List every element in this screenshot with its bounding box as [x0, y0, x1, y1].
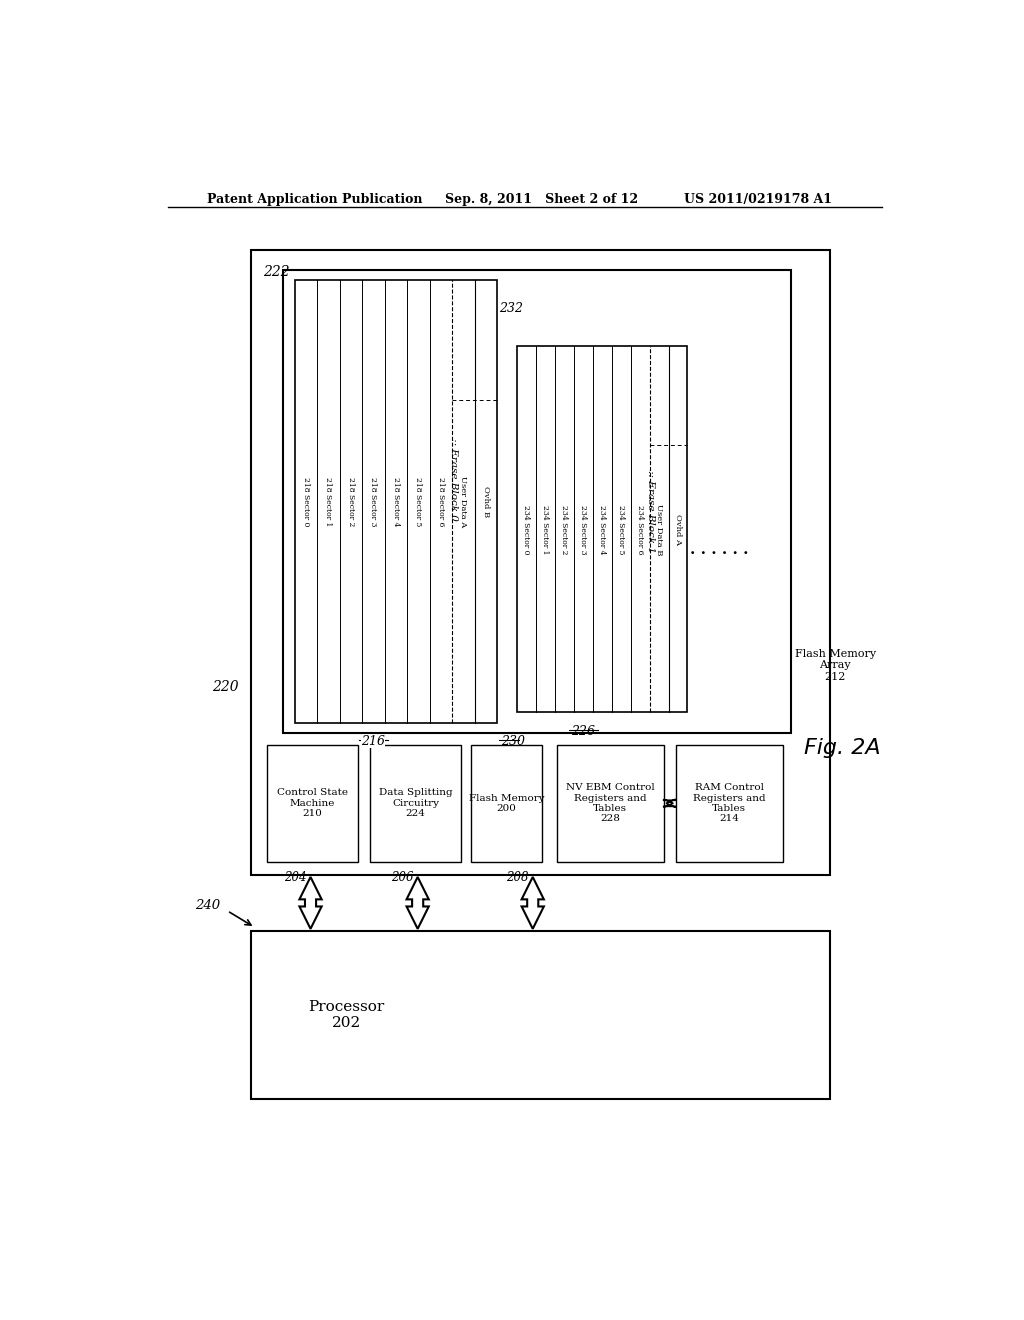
Bar [676, 744, 782, 862]
Text: 218 Sector 1: 218 Sector 1 [325, 477, 333, 527]
Bar [283, 271, 791, 733]
Polygon shape [299, 876, 322, 929]
Text: 234 Sector 4: 234 Sector 4 [598, 504, 606, 554]
Text: 226: 226 [571, 725, 595, 738]
Text: 204: 204 [284, 871, 306, 884]
Bar [251, 931, 830, 1098]
Text: NV EBM Control
Registers and
Tables
228: NV EBM Control Registers and Tables 228 [565, 783, 654, 824]
Text: 234 Sector 5: 234 Sector 5 [617, 504, 625, 554]
Text: 218 Sector 0: 218 Sector 0 [302, 477, 310, 527]
Bar [557, 744, 664, 862]
Text: 234 Sector 3: 234 Sector 3 [580, 504, 587, 554]
Text: Fig. 2A: Fig. 2A [804, 738, 881, 758]
Text: 234 Sector 0: 234 Sector 0 [522, 504, 530, 554]
Text: :: Erase Block 0: :: Erase Block 0 [449, 438, 458, 521]
Polygon shape [664, 799, 676, 808]
Text: 230: 230 [501, 735, 525, 747]
Bar [267, 744, 358, 862]
Text: Processor
202: Processor 202 [308, 999, 384, 1030]
Text: 234 Sector 6: 234 Sector 6 [636, 504, 644, 554]
Text: 206: 206 [391, 871, 414, 884]
Polygon shape [521, 876, 544, 929]
Bar [295, 280, 497, 722]
Text: User Data B: User Data B [655, 504, 664, 556]
Text: 220: 220 [212, 680, 240, 694]
Text: Data Splitting
Circuitry
224: Data Splitting Circuitry 224 [379, 788, 453, 818]
Bar [517, 346, 687, 713]
Polygon shape [407, 876, 429, 929]
Text: 240: 240 [195, 899, 220, 912]
Text: Flash Memory
200: Flash Memory 200 [469, 793, 545, 813]
Bar [370, 744, 461, 862]
Text: 216: 216 [361, 735, 385, 747]
Text: 222: 222 [263, 265, 290, 279]
Text: Sep. 8, 2011   Sheet 2 of 12: Sep. 8, 2011 Sheet 2 of 12 [445, 193, 639, 206]
Text: 218 Sector 4: 218 Sector 4 [392, 477, 399, 527]
Text: Flash Memory
Array
212: Flash Memory Array 212 [795, 648, 876, 682]
Text: RAM Control
Registers and
Tables
214: RAM Control Registers and Tables 214 [693, 783, 766, 824]
Text: :: Erase Block 1: :: Erase Block 1 [646, 470, 655, 553]
Bar [471, 744, 543, 862]
Text: 218 Sector 6: 218 Sector 6 [437, 477, 444, 527]
Text: 234 Sector 2: 234 Sector 2 [560, 504, 568, 554]
Text: Ovhd B: Ovhd B [481, 486, 489, 517]
Text: 234 Sector 1: 234 Sector 1 [542, 504, 549, 554]
Text: Patent Application Publication: Patent Application Publication [207, 193, 423, 206]
Text: 208: 208 [506, 871, 528, 884]
Text: User Data A: User Data A [460, 475, 467, 527]
Text: Control State
Machine
210: Control State Machine 210 [278, 788, 348, 818]
Text: Ovhd A: Ovhd A [674, 513, 682, 545]
Text: . . . . . .: . . . . . . [690, 543, 749, 557]
Bar [251, 249, 830, 875]
Text: 232: 232 [500, 302, 523, 315]
Text: 218 Sector 2: 218 Sector 2 [347, 477, 355, 527]
Text: 218 Sector 5: 218 Sector 5 [415, 477, 422, 527]
Text: 218 Sector 3: 218 Sector 3 [370, 477, 378, 527]
Text: US 2011/0219178 A1: US 2011/0219178 A1 [684, 193, 831, 206]
